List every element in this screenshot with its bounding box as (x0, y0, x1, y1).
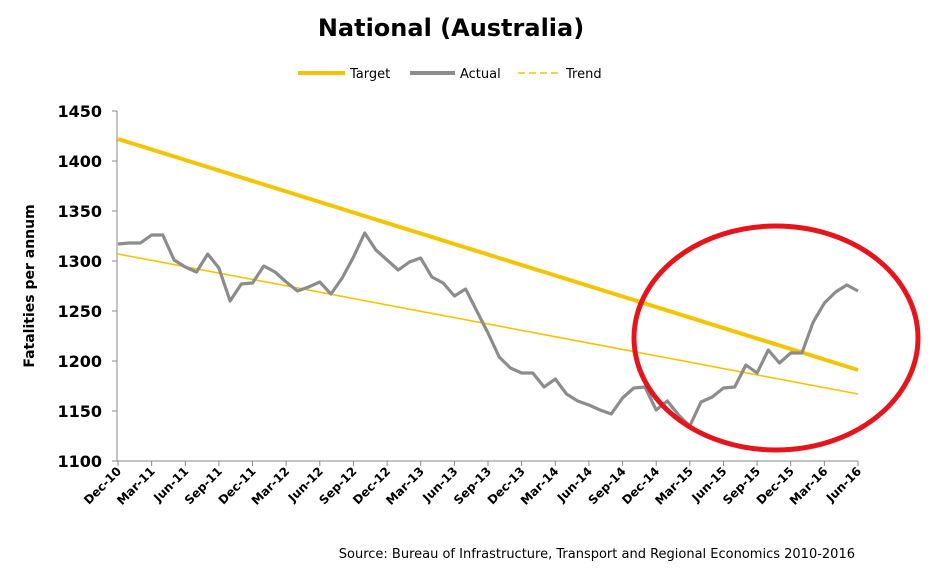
y-tick-label: 1150 (57, 402, 102, 421)
x-ticks: Dec-10Mar-11Jun-11Sep-11Dec-11Mar-12Jun-… (81, 461, 864, 508)
y-tick-label: 1350 (57, 202, 102, 221)
y-tick-label: 1300 (57, 252, 102, 271)
y-axis-label: Fatalities per annum (22, 204, 38, 367)
series-group (118, 139, 858, 426)
y-tick-label: 1400 (57, 152, 102, 171)
y-tick-label: 1450 (57, 102, 102, 121)
x-tick-label: Jun-16 (823, 464, 864, 505)
highlight-ellipse-annotation (634, 226, 918, 450)
chart-title: National (Australia) (318, 14, 584, 42)
y-tick-label: 1250 (57, 302, 102, 321)
y-ticks: 1100 1150 1200 1250 1300 1350 1400 1450 (57, 102, 117, 471)
source-note: Source: Bureau of Infrastructure, Transp… (339, 547, 855, 562)
legend: Target Actual Trend (298, 67, 602, 82)
y-tick-label: 1100 (57, 452, 102, 471)
y-tick-label: 1200 (57, 352, 102, 371)
actual-line (118, 233, 858, 426)
legend-label-actual: Actual (460, 67, 501, 82)
trend-line (118, 254, 858, 394)
legend-label-target: Target (349, 67, 390, 82)
legend-label-trend: Trend (565, 67, 602, 82)
